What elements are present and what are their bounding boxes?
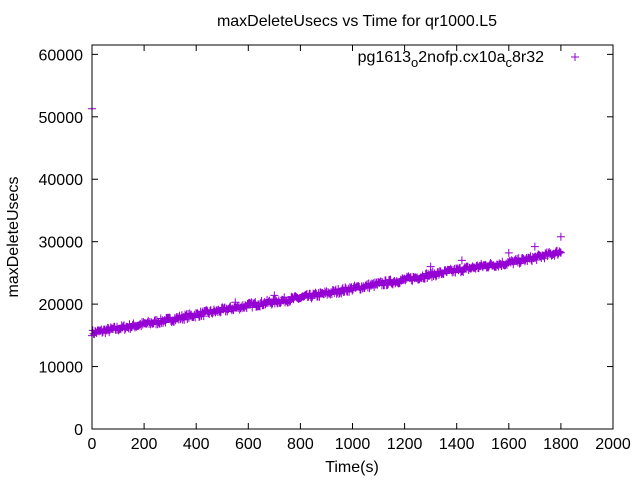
x-tick-label: 400 — [183, 436, 210, 453]
data-point — [457, 256, 466, 265]
data-point — [516, 258, 525, 267]
legend-marker — [571, 53, 579, 61]
x-axis: 0 200 400 600 800 1000 1200 1400 1600 1800 2000 — [88, 45, 631, 453]
y-axis-label: maxDeleteUsecs — [5, 177, 22, 298]
x-tick-label: 800 — [287, 436, 314, 453]
data-point — [556, 232, 565, 241]
x-tick-label: 1000 — [335, 436, 371, 453]
data-point — [515, 259, 524, 268]
data-point — [555, 247, 564, 256]
x-tick-label: 200 — [131, 436, 158, 453]
data-point — [426, 262, 435, 271]
y-tick-label: 30000 — [39, 235, 84, 252]
y-tick-label: 0 — [74, 422, 83, 439]
data-points — [88, 104, 565, 340]
plot-border — [91, 44, 614, 430]
data-point — [571, 53, 579, 61]
legend-label: pg1613o2nofp.cx10ac8r32 — [358, 49, 544, 70]
x-tick-label: 600 — [235, 436, 262, 453]
y-tick-label: 60000 — [39, 47, 84, 64]
data-point — [530, 242, 539, 251]
legend: pg1613o2nofp.cx10ac8r32 — [358, 49, 579, 70]
data-point — [532, 256, 541, 265]
y-tick-label: 50000 — [39, 110, 84, 127]
x-tick-label: 0 — [88, 436, 97, 453]
x-axis-label: Time(s) — [325, 459, 379, 476]
chart-title: maxDeleteUsecs vs Time for qr1000.L5 — [217, 13, 497, 30]
y-tick-label: 20000 — [39, 297, 84, 314]
data-point — [270, 291, 279, 300]
data-point — [248, 303, 257, 312]
data-point — [383, 281, 392, 290]
data-point — [199, 312, 208, 321]
x-tick-label: 1600 — [491, 436, 527, 453]
data-point — [556, 248, 565, 257]
x-tick-label: 1400 — [439, 436, 475, 453]
x-tick-label: 1800 — [543, 436, 579, 453]
x-tick-label: 2000 — [595, 436, 631, 453]
data-point — [242, 304, 251, 313]
data-point — [504, 248, 513, 257]
y-tick-label: 10000 — [39, 360, 84, 377]
y-axis: 0 10000 20000 30000 40000 50000 60000 — [39, 47, 613, 439]
x-tick-label: 1200 — [387, 436, 423, 453]
y-tick-label: 40000 — [39, 172, 84, 189]
data-point — [231, 298, 240, 307]
